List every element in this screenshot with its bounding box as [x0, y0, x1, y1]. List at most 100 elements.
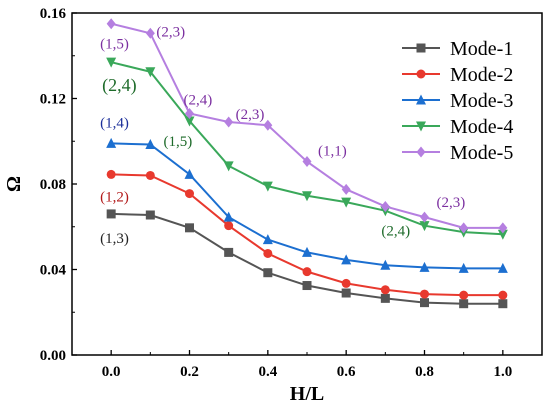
x-axis-ticks: 0.0 0.2 0.4 0.6 0.8 1.0: [102, 350, 512, 380]
annotation-layer: (1,5) (2,3) (2,4) (2,3) (1,1) (2,3) (2,4) (1,5)…: [100, 24, 465, 247]
data-point: [145, 210, 155, 220]
data-point: [185, 107, 194, 119]
data-point: [498, 290, 508, 300]
data-point: [341, 288, 351, 298]
legend-marker: [416, 94, 426, 105]
legend-item: Mode-5: [402, 142, 513, 164]
y-tick-label: 0.04: [40, 263, 67, 279]
series-line: [111, 212, 503, 305]
data-point: [341, 197, 352, 208]
annotation-label: (2,3): [156, 24, 185, 40]
annotation-label: (2,4): [381, 224, 410, 240]
data-point: [185, 189, 194, 199]
legend-label: Mode-4: [450, 116, 513, 138]
data-point: [341, 183, 351, 195]
data-point: [497, 229, 508, 240]
data-point: [380, 200, 390, 212]
x-tick-label: 0.0: [102, 364, 121, 380]
data-point: [419, 221, 430, 232]
x-tick-label: 0.8: [415, 364, 434, 380]
annotation-label: (2,4): [102, 75, 136, 96]
data-point: [263, 248, 273, 258]
data-point: [380, 285, 390, 295]
data-point: [106, 57, 117, 68]
legend-marker: [416, 146, 426, 158]
data-point: [302, 267, 312, 277]
annotation-label: (1,1): [318, 144, 347, 160]
data-point: [420, 289, 429, 299]
legend-marker: [416, 43, 426, 53]
annotation-label: (1,5): [164, 134, 193, 150]
data-point: [263, 119, 273, 131]
series-mode-5: [106, 18, 508, 234]
legend-label: Mode-5: [450, 142, 513, 164]
data-point: [106, 169, 116, 179]
data-point: [341, 278, 351, 288]
data-point: [106, 137, 117, 148]
x-tick-label: 1.0: [493, 364, 512, 380]
annotation-label: (1,2): [100, 189, 129, 205]
data-point: [224, 116, 234, 128]
data-point: [106, 18, 116, 30]
legend: Mode-1 Mode-2 Mode-3 Mode-4 Mode-5: [402, 38, 513, 164]
data-point: [419, 261, 430, 272]
data-point: [145, 27, 155, 39]
legend-item: Mode-3: [402, 90, 513, 112]
data-point: [262, 181, 273, 192]
x-axis-title: H/L: [290, 383, 324, 405]
data-point: [459, 290, 469, 300]
annotation-label: (1,4): [100, 115, 129, 131]
legend-item: Mode-1: [402, 38, 513, 60]
annotation-label: (2,3): [437, 195, 466, 211]
data-point: [420, 211, 429, 223]
y-tick-label: 0.00: [40, 348, 66, 364]
legend-marker: [416, 69, 426, 79]
series-mode-3: [106, 137, 508, 273]
data-point: [145, 67, 156, 78]
legend-marker: [416, 121, 426, 132]
y-axis-title: Ω: [3, 176, 25, 192]
data-point: [106, 209, 116, 219]
legend-label: Mode-2: [450, 64, 513, 86]
data-point: [223, 211, 234, 222]
annotation-label: (1,5): [100, 37, 129, 53]
data-point: [145, 170, 155, 180]
data-point: [302, 156, 312, 168]
data-point: [185, 223, 194, 233]
legend-label: Mode-1: [450, 38, 513, 60]
x-tick-label: 0.2: [180, 364, 199, 380]
data-point: [341, 254, 352, 265]
data-point: [458, 262, 469, 273]
x-tick-label: 0.6: [337, 364, 356, 380]
data-point: [262, 234, 273, 245]
data-point: [498, 299, 508, 309]
annotation-label: (2,4): [184, 92, 213, 108]
legend-label: Mode-3: [450, 90, 513, 112]
y-tick-label: 0.08: [40, 177, 66, 193]
data-point: [459, 222, 469, 234]
data-point: [498, 222, 508, 234]
data-point: [184, 168, 195, 179]
y-axis-ticks: 0.00 0.04 0.08 0.12 0.16: [40, 6, 77, 364]
y-tick-label: 0.12: [40, 92, 66, 108]
data-point: [380, 259, 391, 270]
data-point: [420, 298, 429, 308]
series-layer: [106, 18, 508, 309]
y-tick-label: 0.16: [40, 6, 67, 22]
data-point: [223, 161, 234, 172]
annotation-label: (2,3): [236, 107, 265, 123]
legend-item: Mode-4: [402, 116, 513, 138]
data-point: [459, 299, 469, 309]
data-point: [184, 116, 195, 127]
annotation-label: (1,3): [100, 231, 129, 247]
data-point: [302, 281, 312, 291]
data-point: [497, 262, 508, 273]
data-point: [263, 268, 273, 278]
data-point: [224, 247, 234, 257]
legend-item: Mode-2: [402, 64, 513, 86]
data-point: [145, 138, 156, 149]
data-point: [380, 293, 390, 303]
data-point: [302, 246, 312, 257]
data-point: [224, 221, 234, 231]
